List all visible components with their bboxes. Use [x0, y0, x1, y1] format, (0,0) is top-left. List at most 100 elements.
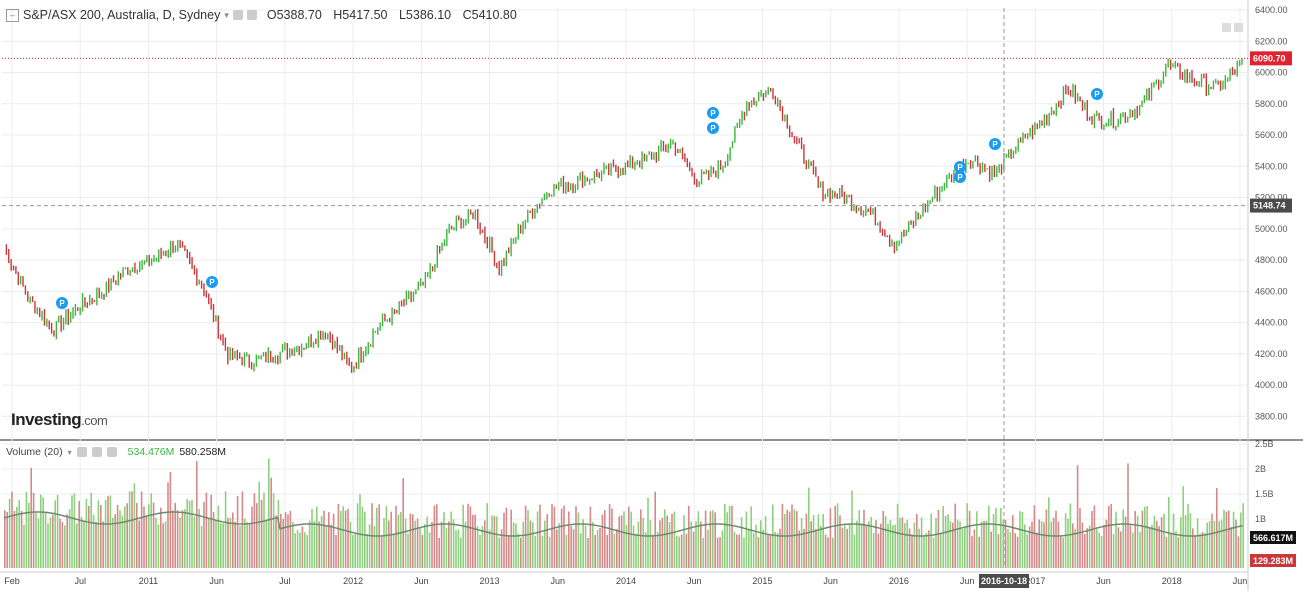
volume-bar: [748, 529, 750, 568]
volume-bar: [328, 512, 330, 568]
close-icon[interactable]: [106, 447, 117, 457]
volume-bar: [652, 534, 654, 568]
volume-bar: [210, 494, 212, 568]
time-tick-label: Jul: [279, 576, 291, 586]
volume-bar: [287, 514, 289, 568]
volume-bar: [985, 520, 988, 568]
volume-bar: [445, 528, 448, 568]
chevron-down-icon[interactable]: ▾: [67, 447, 72, 457]
volume-bar: [611, 508, 613, 568]
volume-bar: [212, 511, 215, 568]
volume-bar: [340, 510, 342, 568]
volume-bar: [889, 520, 892, 568]
volume-bar: [383, 518, 385, 568]
volume-bar: [208, 518, 210, 568]
volume-bar: [865, 525, 868, 568]
volume-bar: [258, 481, 260, 568]
volume-bar: [1103, 524, 1105, 568]
volume-bar: [731, 505, 733, 568]
volume-bar: [76, 523, 78, 568]
volume-bar: [229, 517, 232, 568]
chevron-down-icon[interactable]: ▾: [224, 9, 229, 20]
volume-bar: [757, 537, 760, 568]
volume-bar: [1220, 519, 1223, 568]
volume-bar: [1009, 532, 1012, 568]
volume-bar: [450, 511, 452, 568]
volume-bar: [1045, 509, 1048, 568]
volume-bar: [64, 525, 66, 568]
volume-bar: [133, 483, 136, 568]
volume-bar: [666, 515, 668, 568]
volume-bar: [544, 520, 546, 568]
volume-bar: [198, 508, 200, 568]
volume-bar: [265, 520, 268, 568]
volume-bar: [88, 505, 90, 568]
volume-bar: [217, 505, 220, 568]
visibility-icon[interactable]: [246, 10, 257, 20]
volume-bar: [1211, 513, 1213, 568]
volume-bar: [83, 520, 85, 568]
volume-bar: [102, 521, 104, 568]
settings-icon[interactable]: [232, 10, 243, 20]
volume-bar: [215, 520, 217, 568]
volume-bar: [1016, 536, 1019, 568]
volume-bar: [1148, 528, 1151, 568]
collapse-icon[interactable]: –: [6, 8, 19, 22]
volume-bar: [952, 522, 954, 568]
volume-bar: [647, 497, 649, 568]
event-marker-label: P: [209, 278, 215, 287]
volume-bar: [104, 500, 107, 568]
volume-bar: [517, 533, 520, 568]
volume-header: Volume (20) ▾ 534.476M 580.258M: [6, 446, 226, 458]
volume-bar: [469, 506, 472, 568]
volume-bar: [1129, 525, 1132, 568]
volume-bar: [536, 511, 539, 568]
price-tick-label: 3800.00: [1255, 411, 1288, 421]
time-tick-label: 2015: [752, 576, 772, 586]
time-tick-label: 2012: [343, 576, 363, 586]
volume-bar: [803, 528, 805, 568]
volume-bar: [407, 533, 409, 568]
volume-bar: [940, 534, 942, 568]
high-value: H5417.50: [333, 8, 388, 22]
volume-bar: [829, 508, 832, 568]
volume-bar: [968, 510, 971, 568]
volume-bar: [1158, 526, 1160, 568]
settings-icon[interactable]: [76, 447, 87, 457]
volume-bar: [959, 521, 961, 568]
volume-bar: [496, 516, 498, 568]
volume-bar: [80, 516, 83, 568]
volume-bar: [1235, 519, 1237, 568]
volume-bar: [724, 503, 726, 568]
volume-bar: [925, 532, 928, 568]
volume-bar: [40, 494, 42, 568]
volume-bar: [988, 505, 990, 568]
visibility-icon[interactable]: [91, 447, 102, 457]
symbol-title[interactable]: S&P/ASX 200, Australia, D, Sydney: [23, 8, 221, 22]
volume-bar: [1127, 463, 1129, 568]
volume-bar: [1124, 516, 1127, 568]
volume-bar: [937, 509, 940, 568]
volume-bar: [28, 502, 30, 568]
volume-bar: [1108, 505, 1110, 568]
volume-bar: [205, 492, 208, 568]
fullscreen-icon[interactable]: [1234, 23, 1243, 32]
volume-bar: [911, 534, 913, 568]
volume-bar: [683, 515, 685, 568]
volume-bar: [128, 491, 131, 568]
volume-bar: [584, 525, 587, 568]
volume-bar: [906, 519, 908, 568]
volume-bar: [313, 520, 316, 568]
expand-icon[interactable]: [1222, 23, 1231, 32]
volume-bar: [366, 534, 368, 568]
time-tick-label: Jul: [74, 576, 86, 586]
volume-bar: [224, 491, 227, 568]
volume-bar: [145, 515, 148, 568]
volume-bar: [200, 525, 203, 568]
volume-bar: [426, 516, 428, 568]
volume-bar: [1182, 486, 1184, 568]
volume-bar: [116, 504, 119, 568]
volume-label[interactable]: Volume (20): [6, 446, 63, 458]
volume-bar: [479, 534, 481, 568]
